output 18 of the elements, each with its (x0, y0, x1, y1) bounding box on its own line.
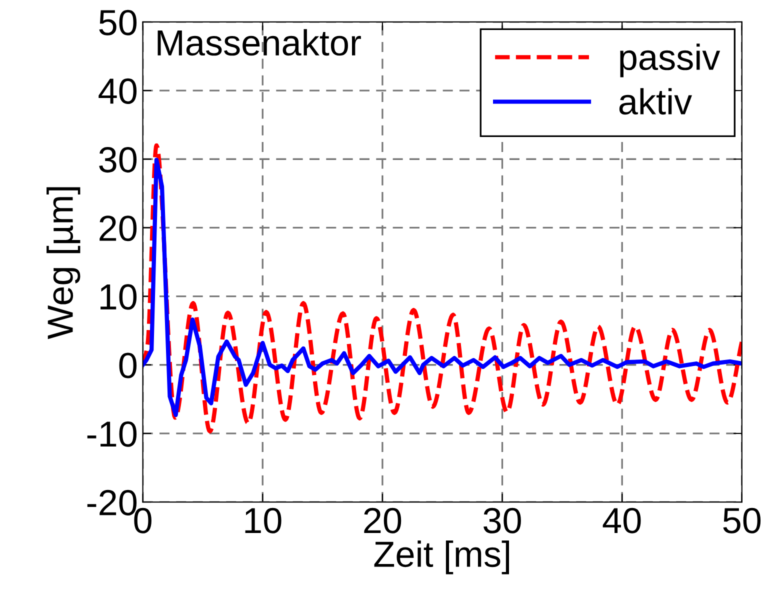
y-tick-label: 20 (100, 216, 137, 242)
y-tick-label: 0 (119, 352, 137, 378)
y-tick-label: -10 (87, 421, 137, 447)
x-tick-label: 40 (602, 508, 641, 534)
legend-label: passiv (620, 44, 720, 78)
y-tick-label: -20 (87, 490, 137, 516)
legend-label: aktiv (619, 88, 692, 115)
x-tick-label: 30 (484, 508, 521, 534)
x-tick-label: 10 (245, 508, 282, 534)
y-tick-label: 30 (99, 146, 137, 173)
x-tick-label: 20 (364, 508, 402, 534)
annotation: Massenaktor (158, 29, 361, 56)
y-tick-label: 40 (98, 78, 137, 104)
y-tick-label: 50 (99, 10, 137, 36)
x-tick-label: 50 (723, 508, 761, 534)
y-axis-title: Weg [µm] (46, 187, 80, 340)
y-tick-label: 10 (100, 284, 137, 310)
x-axis-title: Zeit [ms] (374, 540, 509, 574)
